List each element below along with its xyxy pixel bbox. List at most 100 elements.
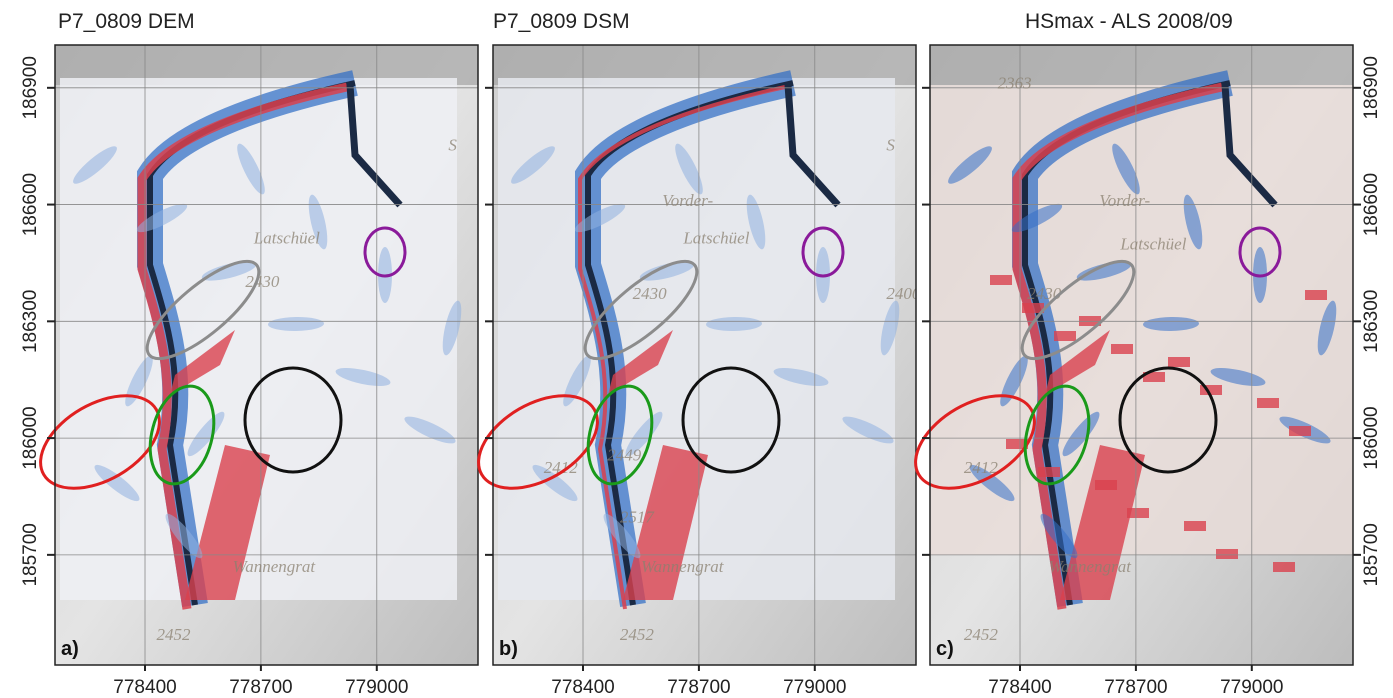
map-image: 2363 Vorder- Latschüel 2430 2412 Wannengrat 24… xyxy=(930,45,1353,665)
x-tick-label: 779000 xyxy=(345,677,408,698)
red-patch xyxy=(1216,549,1238,559)
panel-frame xyxy=(929,44,1354,666)
annotation-ellipse xyxy=(583,259,699,361)
red-patch xyxy=(1305,290,1327,300)
snow-blob xyxy=(880,300,900,356)
annotation-ellipse xyxy=(39,394,161,490)
ridge-red xyxy=(137,82,348,610)
map-label: Wannengrat xyxy=(233,557,317,576)
map-label: 2452 xyxy=(157,625,192,644)
snow-blob xyxy=(442,300,462,356)
snow-blob xyxy=(73,146,117,184)
y-tick-label: 186900 xyxy=(20,56,41,119)
map-image: 2430 Latschüel 2452 Wannengrat S xyxy=(55,45,478,665)
panel-title: HSmax - ALS 2008/09 xyxy=(1025,10,1233,33)
red-patch xyxy=(1038,467,1060,477)
y-tick-label: 186900 xyxy=(1361,56,1382,119)
y-tick-label: 186600 xyxy=(1361,173,1382,236)
annotation-ellipse xyxy=(1118,366,1218,474)
snow-blob xyxy=(268,316,324,332)
map-label: Latschüel xyxy=(682,228,749,247)
annotation-ellipse xyxy=(801,226,845,278)
map-label: Latschüel xyxy=(1119,235,1186,254)
ridge-red xyxy=(578,85,786,610)
snow-blob xyxy=(237,143,265,195)
map-label: 2400 xyxy=(886,284,921,303)
x-tick-label: 779000 xyxy=(783,677,846,698)
map-label: Wannengrat xyxy=(1048,557,1132,576)
snow-blob xyxy=(511,146,555,184)
snow-blob xyxy=(639,261,695,281)
red-patch xyxy=(1257,398,1279,408)
annotation-ellipse xyxy=(681,366,781,474)
red-slope xyxy=(623,445,708,600)
map-label: 2412 xyxy=(964,458,999,477)
annotation-ellipse xyxy=(145,259,261,361)
snow-blob xyxy=(563,355,591,407)
red-patch xyxy=(1022,303,1044,313)
snow-blob xyxy=(706,316,762,332)
snow-blob xyxy=(1000,355,1028,407)
annotation-ellipse xyxy=(243,366,343,474)
snow-blob xyxy=(675,143,703,195)
snow-blob xyxy=(201,261,257,281)
map-image: Vorder- Latschüel 2430 2400 2412 2449 2517 Wann… xyxy=(493,45,921,665)
annotation-ellipse xyxy=(148,384,216,486)
snow-blob xyxy=(136,203,188,233)
snow-blob xyxy=(948,146,992,184)
panel-frame xyxy=(492,44,917,666)
map-label: 2430 xyxy=(633,284,668,303)
red-patch xyxy=(1184,521,1206,531)
panel-label: a) xyxy=(61,638,79,660)
map-label: 2452 xyxy=(964,625,999,644)
gully xyxy=(784,84,841,208)
snow-blob xyxy=(842,416,894,444)
snow-blob xyxy=(1317,300,1337,356)
red-patch xyxy=(1111,344,1133,354)
snow-blob xyxy=(1112,143,1140,195)
annotation-ellipse xyxy=(477,394,599,490)
annotation-ellipse xyxy=(1023,384,1091,486)
panel-label: b) xyxy=(499,638,518,660)
x-tick-label: 778700 xyxy=(667,677,730,698)
map-label: 2412 xyxy=(544,458,579,477)
map-panel: 2430 Latschüel 2452 Wannengrat S P7_0809 DEM a… xyxy=(20,10,479,698)
map-label: Vorder- xyxy=(662,191,713,210)
snow-blob xyxy=(1040,513,1078,559)
panel-title: P7_0809 DEM xyxy=(58,10,195,33)
red-slope xyxy=(1045,330,1110,395)
y-tick-label: 185700 xyxy=(20,523,41,586)
red-patch xyxy=(1054,331,1076,341)
model-extent xyxy=(498,78,895,600)
red-patch xyxy=(1273,562,1295,572)
snow-blob xyxy=(94,464,140,502)
rock-area xyxy=(930,45,1353,85)
annotation-ellipse xyxy=(363,226,407,278)
snow-blob xyxy=(1143,316,1199,332)
snow-blob xyxy=(1183,194,1203,250)
map-label: 2452 xyxy=(620,625,655,644)
map-label: 2517 xyxy=(620,507,656,526)
annotation-ellipse xyxy=(914,394,1036,490)
red-slope xyxy=(1060,445,1145,600)
hs-field xyxy=(930,85,1353,555)
x-tick-label: 778400 xyxy=(988,677,1051,698)
red-patch xyxy=(1006,439,1028,449)
snow-blob xyxy=(746,194,766,250)
y-tick-label: 186300 xyxy=(1361,290,1382,353)
map-label: Vorder- xyxy=(1099,191,1150,210)
x-tick-label: 779000 xyxy=(1220,677,1283,698)
panel-label: c) xyxy=(936,638,954,660)
y-tick-label: 185700 xyxy=(1361,523,1382,586)
snow-blob xyxy=(969,464,1015,502)
map-label: S xyxy=(886,135,895,154)
gully xyxy=(346,84,403,208)
snow-blob xyxy=(574,203,626,233)
y-tick-label: 186000 xyxy=(1361,406,1382,469)
x-tick-label: 778700 xyxy=(229,677,292,698)
panel-frame xyxy=(54,44,479,666)
map-panel: Vorder- Latschüel 2430 2400 2412 2449 2517 Wann… xyxy=(477,10,921,698)
red-patch xyxy=(1168,357,1190,367)
y-tick-label: 186300 xyxy=(20,290,41,353)
